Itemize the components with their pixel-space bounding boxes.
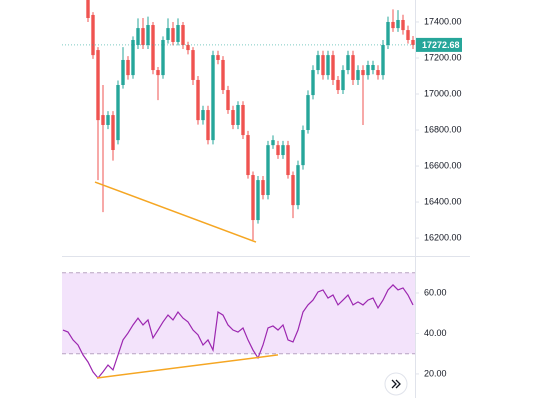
- candle-body: [251, 175, 255, 221]
- candle-body: [146, 25, 150, 46]
- candle-body: [256, 180, 260, 221]
- candle-body: [371, 65, 375, 71]
- candle-body: [296, 165, 300, 206]
- candle-body: [236, 104, 240, 125]
- scroll-button-icon[interactable]: [391, 379, 401, 389]
- candle-body: [206, 110, 210, 141]
- candle-body: [121, 59, 125, 85]
- candle-body: [196, 79, 200, 121]
- trendline: [94, 181, 257, 243]
- candle-body: [126, 59, 130, 76]
- candle-body: [216, 55, 220, 60]
- candle-body: [156, 70, 160, 76]
- trendline: [96, 354, 279, 379]
- candle-body: [181, 25, 185, 46]
- candle-body: [336, 79, 340, 91]
- candle-body: [96, 50, 100, 121]
- candle-body: [111, 115, 115, 151]
- candle-body: [131, 39, 135, 76]
- candle-body: [276, 145, 280, 156]
- candle-body: [386, 21, 390, 46]
- candle-body: [171, 28, 175, 42]
- y-tick-label: 16200.00: [424, 232, 462, 242]
- candle-body: [161, 39, 165, 76]
- candle-body: [376, 70, 380, 76]
- candle-body: [346, 55, 350, 71]
- candle-body: [396, 19, 400, 29]
- candle-body: [86, 0, 90, 19]
- rsi-band: [62, 272, 415, 354]
- y-tick-label: 17000.00: [424, 88, 462, 98]
- candle-body: [176, 25, 180, 42]
- candle-body: [351, 55, 355, 80]
- candle-body: [151, 25, 155, 71]
- candle-body: [246, 135, 250, 176]
- y-tick-label: 20.00: [424, 368, 447, 378]
- candle-body: [286, 145, 290, 176]
- candle-body: [271, 140, 275, 146]
- candle-body: [106, 115, 110, 125]
- candle-body: [411, 39, 415, 45]
- candle-body: [101, 115, 105, 125]
- candle-body: [226, 90, 230, 111]
- candle-body: [301, 130, 305, 166]
- candle-body: [341, 70, 345, 91]
- candle-body: [321, 55, 325, 76]
- candle-body: [401, 19, 405, 31]
- candle-body: [91, 14, 95, 56]
- candle-body: [201, 110, 205, 121]
- y-tick-label: 60.00: [424, 287, 447, 297]
- candle-body: [381, 45, 385, 76]
- candle-body: [391, 21, 395, 29]
- candle-body: [166, 28, 170, 40]
- candle-body: [136, 28, 140, 46]
- candle-body: [116, 85, 120, 141]
- candle-body: [281, 145, 285, 156]
- candle-body: [311, 70, 315, 96]
- candle-body: [141, 28, 145, 46]
- candle-body: [266, 145, 270, 196]
- candle-body: [316, 55, 320, 71]
- main-pane: [86, 0, 415, 243]
- y-tick-label: 17400.00: [424, 16, 462, 26]
- candle-body: [231, 110, 235, 125]
- candle-body: [291, 175, 295, 206]
- y-tick-label: 16800.00: [424, 124, 462, 134]
- candle-body: [331, 55, 335, 80]
- scroll-button[interactable]: [384, 372, 408, 396]
- candle-body: [241, 104, 245, 136]
- price-axis: 17400.00 17200.00 17000.00 16800.00 16600.00…: [62, 16, 462, 378]
- candle-body: [326, 55, 330, 76]
- y-tick-label: 16600.00: [424, 160, 462, 170]
- candle-body: [356, 70, 360, 80]
- y-tick-label: 40.00: [424, 328, 447, 338]
- y-tick-label: 16400.00: [424, 196, 462, 206]
- y-tick-label: 17200.00: [424, 52, 462, 62]
- candle-body: [361, 70, 365, 76]
- candle-body: [191, 50, 195, 80]
- rsi-line: [62, 284, 414, 379]
- last-price-box: [416, 37, 462, 52]
- candle-body: [306, 95, 310, 131]
- candle-body: [261, 180, 265, 196]
- candle-body: [186, 45, 190, 51]
- candle-body: [406, 30, 410, 40]
- candle-body: [366, 65, 370, 76]
- rsi-pane: [62, 272, 415, 379]
- candle-body: [221, 59, 225, 91]
- candle-body: [211, 55, 215, 141]
- last-price-label: 17272.68: [422, 40, 460, 50]
